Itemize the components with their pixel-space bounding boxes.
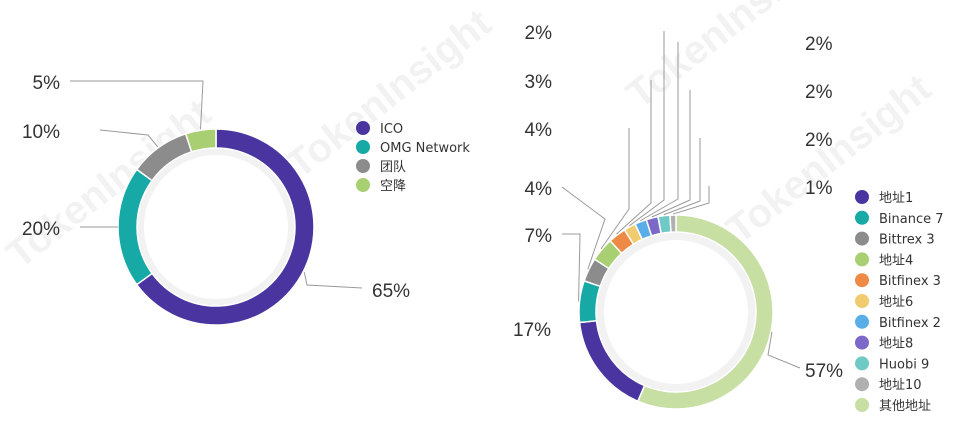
leader-line-地址8	[651, 90, 691, 218]
legend-swatch	[356, 178, 370, 192]
donut-slice-地址10	[669, 214, 677, 233]
leader-line-地址6	[628, 31, 665, 227]
pct-label-地址6: 2%	[525, 23, 553, 44]
legend-item-bittrex-3: Bittrex 3	[855, 231, 935, 248]
legend-swatch	[855, 210, 869, 225]
legend-label: 团队	[380, 160, 406, 175]
legend-swatch	[855, 273, 869, 288]
pct-labels-right: 57% 7% 4% 4% 3% 2% 2% 2% 2% 1% 17%	[513, 23, 843, 382]
pct-label-bitfinex-2: 2%	[805, 34, 833, 55]
legend-item-空降: 空降	[356, 178, 406, 194]
pct-label-地址8: 2%	[805, 82, 833, 103]
legend-item-地址4: 地址4	[855, 252, 913, 268]
legend-label: 地址8	[879, 337, 913, 352]
leader-line-ico	[303, 271, 363, 289]
pct-label-地址10: 1%	[805, 178, 833, 199]
donut-hole-left	[144, 155, 288, 299]
pct-label-空降: 5%	[33, 73, 61, 94]
legend-item-地址1: 地址1	[855, 190, 913, 206]
legend-item-地址10: 地址10	[855, 377, 922, 393]
pct-label-omg-network: 20%	[22, 219, 60, 240]
slices-left	[117, 128, 315, 326]
donut-slice-ico	[135, 128, 315, 326]
legend-label: ICO	[380, 122, 403, 137]
pct-label-huobi-9: 2%	[805, 130, 833, 151]
legend-label: Binance 7	[879, 212, 944, 227]
leader-line-bitfinex-3	[616, 80, 652, 235]
leader-line-其他地址	[767, 331, 801, 369]
legend-item-ico: ICO	[356, 121, 403, 137]
legend-label: 地址1	[879, 191, 913, 206]
leader-line-地址10	[672, 186, 710, 215]
pct-label-地址1: 17%	[513, 320, 551, 341]
legend-item-其他地址: 其他地址	[855, 398, 931, 414]
legend-swatch	[855, 377, 869, 392]
legend-swatch	[356, 159, 370, 173]
pct-label-地址4: 4%	[525, 120, 553, 141]
legend-item-团队: 团队	[356, 159, 406, 175]
legend-swatch	[855, 314, 869, 329]
legend-label: 地址10	[879, 378, 922, 393]
legend-label: OMG Network	[380, 141, 470, 156]
chart-right: 57% 7% 4% 4% 3% 2% 2% 2% 2% 1% 17% 地址1 Binance 7 Bit…	[513, 23, 944, 414]
legend-swatch	[855, 231, 869, 246]
pct-label-ico: 65%	[372, 281, 410, 302]
legend-swatch	[356, 140, 370, 154]
legend-right: 地址1 Binance 7 Bittrex 3 地址4 Bitfinex 3 地址6 Bit…	[855, 190, 944, 414]
legend-item-地址8: 地址8	[855, 335, 913, 352]
legend-item-binance-7: Binance 7	[855, 210, 944, 227]
leader-line-bitfinex-2	[640, 42, 679, 222]
pct-label-binance-7: 7%	[525, 226, 553, 247]
pct-label-bitfinex-3: 3%	[525, 72, 553, 93]
legend-label: 地址6	[879, 295, 913, 310]
legend-item-huobi-9: Huobi 9	[855, 356, 929, 372]
legend-label: Bitfinex 3	[879, 274, 941, 289]
legend-item-bitfinex-2: Bitfinex 2	[855, 314, 941, 331]
leader-line-binance-7	[562, 233, 581, 302]
donut-slice-空降	[184, 128, 217, 153]
donut-hole-right	[604, 240, 748, 384]
leader-line-huobi-9	[663, 138, 701, 216]
legend-swatch	[855, 252, 869, 267]
leader-line-空降	[70, 80, 204, 130]
leader-line-地址4	[600, 128, 630, 250]
legend-swatch	[855, 335, 869, 350]
legend-label: 空降	[380, 179, 406, 194]
pct-labels-left: 65% 20% 10% 5%	[22, 73, 410, 302]
legend-swatch	[855, 356, 869, 371]
pct-label-其他地址: 57%	[805, 361, 843, 382]
donut-slice-huobi-9	[657, 214, 672, 235]
legend-swatch	[356, 121, 370, 135]
legend-item-地址6: 地址6	[855, 294, 913, 310]
leader-line-团队	[99, 129, 159, 148]
pct-label-团队: 10%	[22, 122, 60, 143]
legend-label: 其他地址	[879, 399, 931, 414]
legend-item-omg-network: OMG Network	[356, 140, 470, 156]
legend-label: Huobi 9	[879, 357, 929, 372]
pct-label-bittrex-3: 4%	[525, 179, 553, 200]
legend-swatch	[855, 190, 869, 204]
legend-label: Bittrex 3	[879, 233, 935, 248]
legend-label: 地址4	[879, 253, 913, 268]
leader-line-bittrex-3	[561, 186, 606, 270]
legend-swatch	[855, 398, 869, 412]
slices-right	[578, 214, 774, 410]
legend-label: Bitfinex 2	[879, 316, 941, 331]
legend-swatch	[855, 294, 869, 308]
legend-item-bitfinex-3: Bitfinex 3	[855, 273, 941, 289]
